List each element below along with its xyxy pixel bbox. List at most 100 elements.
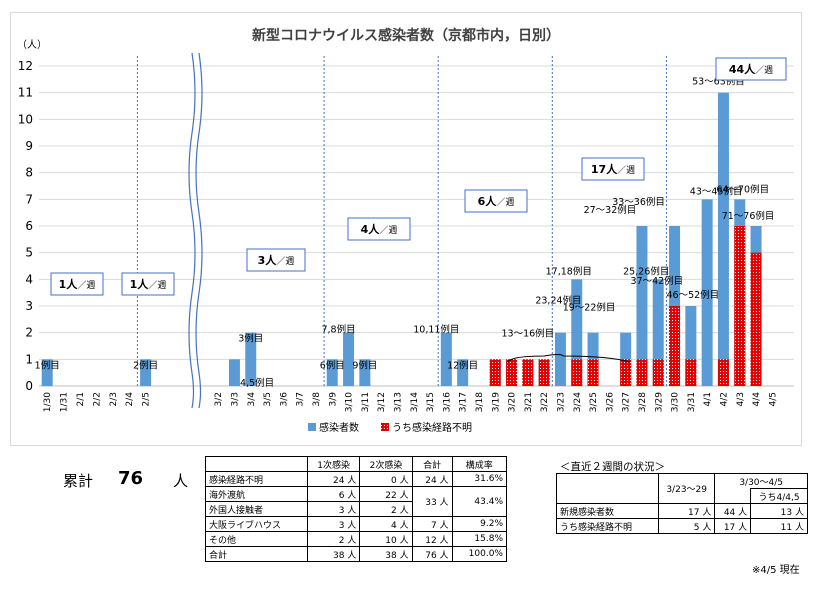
week-box bbox=[50, 272, 104, 296]
row-label: その他 bbox=[205, 531, 308, 547]
case-annotation: 12例目 bbox=[447, 359, 478, 371]
case-annotation: 19～22例目 bbox=[563, 302, 616, 314]
annotation-bracket bbox=[507, 354, 630, 363]
case-annotation: 46～52例目 bbox=[667, 289, 720, 301]
cumulative-value: 76 bbox=[118, 468, 144, 489]
header-cell: 2次感染 bbox=[359, 456, 413, 472]
x-tick-label: 2/4 bbox=[125, 392, 135, 407]
x-tick-label: 3/22 bbox=[540, 392, 550, 412]
row-label: 感染経路不明 bbox=[205, 471, 308, 487]
header-cell: 構成率 bbox=[451, 456, 508, 472]
x-tick-label: 3/31 bbox=[687, 392, 697, 412]
header-cell bbox=[556, 473, 659, 504]
week-box bbox=[464, 189, 528, 213]
case-annotation: 27～32例目 bbox=[584, 204, 637, 216]
x-tick-label: 4/4 bbox=[752, 392, 762, 407]
bar-total bbox=[41, 359, 53, 386]
x-tick-label: 3/30 bbox=[671, 392, 681, 412]
x-tick-label: 3/26 bbox=[605, 392, 615, 412]
header-cell: 合計 bbox=[411, 456, 453, 472]
total-cell: 24 人 bbox=[411, 471, 453, 487]
week-count: 44人／週 bbox=[729, 62, 773, 76]
row-label: 大阪ライブハウス bbox=[205, 516, 308, 532]
header-cell: 3/30～4/5 bbox=[714, 473, 808, 489]
y-tick-label: 8 bbox=[25, 166, 33, 180]
case-annotation: 71～76例目 bbox=[722, 210, 775, 222]
y-tick-label: 2 bbox=[25, 326, 33, 340]
week-unit: ／週 bbox=[755, 65, 773, 76]
y-tick-label: 5 bbox=[25, 246, 33, 260]
header-cell: うち4/4,5 bbox=[750, 488, 808, 504]
row-label: 合計 bbox=[205, 546, 308, 562]
x-tick-label: 3/16 bbox=[442, 392, 452, 412]
first-infection-cell: 24 人 bbox=[306, 471, 361, 487]
x-tick-label: 4/3 bbox=[736, 392, 746, 406]
as-of-note: ※4/5 現在 bbox=[752, 565, 800, 576]
case-annotation: 2例目 bbox=[133, 359, 158, 371]
week-count: 1人／週 bbox=[130, 277, 167, 291]
y-tick-label: 0 bbox=[25, 379, 33, 393]
table-row: 外国人接触者 3 人 2 人 bbox=[205, 501, 507, 517]
case-annotation: 43～45例目 bbox=[690, 185, 743, 197]
week-a-cell: 17 人 bbox=[657, 503, 716, 519]
bar-unknown-route bbox=[734, 226, 746, 386]
case-annotation: 4,5例目 bbox=[240, 377, 274, 389]
table-row: 新規感染者数 17 人 44 人 13 人 bbox=[556, 503, 808, 519]
table-row: その他 2 人 10 人 12 人 15.8% bbox=[205, 531, 508, 547]
ratio-cell: 9.2% bbox=[451, 516, 508, 532]
y-tick-label: 10 bbox=[18, 112, 33, 126]
x-tick-label: 1/31 bbox=[60, 392, 70, 412]
bar-unknown-route bbox=[489, 359, 501, 386]
bar-unknown-route bbox=[587, 359, 599, 386]
first-infection-cell: 2 人 bbox=[306, 531, 361, 547]
second-infection-cell: 4 人 bbox=[359, 516, 413, 532]
x-tick-label: 3/23 bbox=[556, 392, 566, 412]
y-tick-label: 3 bbox=[25, 299, 33, 313]
week-box bbox=[581, 157, 645, 181]
y-tick-label: 12 bbox=[18, 59, 33, 73]
table-row: 感染経路不明 24 人 0 人 24 人 31.6% bbox=[205, 471, 508, 487]
header-cell bbox=[205, 456, 308, 472]
week-count: 4人／週 bbox=[361, 222, 398, 236]
second-infection-cell: 38 人 bbox=[359, 546, 413, 562]
bar-unknown-route bbox=[652, 359, 664, 386]
case-annotation: 33～36例目 bbox=[612, 196, 665, 208]
total-cell: 76 人 bbox=[411, 546, 453, 562]
chart-title: 新型コロナウイルス感染者数（京都市内，日別） bbox=[252, 27, 560, 44]
bar-chart: 新型コロナウイルス感染者数（京都市内，日別） （人） 1/30 1/31 2/1 2/… bbox=[17, 27, 794, 434]
table-row: うち感染経路不明 5 人 17 人 11 人 bbox=[556, 518, 808, 534]
total-cell: 33 人 bbox=[411, 486, 453, 517]
x-tick-label: 3/8 bbox=[312, 392, 322, 407]
y-tick-label: 7 bbox=[25, 192, 33, 206]
bar-total bbox=[245, 332, 257, 386]
x-tick-label: 1/30 bbox=[43, 392, 53, 412]
bar-unknown-route bbox=[750, 252, 762, 386]
table-row: 合計 38 人 38 人 76 人 100.0% bbox=[205, 546, 508, 562]
cumulative-unit: 人 bbox=[173, 472, 189, 490]
bar-total bbox=[620, 332, 632, 386]
break-line bbox=[195, 52, 203, 409]
first-infection-cell: 38 人 bbox=[306, 546, 361, 562]
x-tick-label: 3/19 bbox=[491, 392, 501, 412]
bar-total bbox=[359, 359, 371, 386]
x-tick-label: 3/27 bbox=[622, 392, 632, 412]
week-box bbox=[246, 248, 306, 272]
bar-unknown-route bbox=[636, 359, 648, 386]
week-unit: ／週 bbox=[379, 225, 397, 236]
bar-total bbox=[587, 332, 599, 386]
breakdown-table: 1次感染 2次感染 合計 構成率 感染経路不明 24 人 0 人 24 人 31… bbox=[205, 456, 508, 562]
case-annotation: 9例目 bbox=[352, 359, 377, 371]
y-axis-unit: （人） bbox=[17, 39, 47, 51]
case-annotation: 23,24例目 bbox=[535, 295, 581, 307]
week-unit: ／週 bbox=[148, 280, 166, 291]
case-annotation: 13～16例目 bbox=[502, 327, 555, 339]
legend-swatch-total bbox=[308, 423, 316, 431]
week-count: 1人／週 bbox=[59, 277, 96, 291]
bar-unknown-route bbox=[571, 359, 583, 386]
week-b-sub-cell: 13 人 bbox=[750, 503, 808, 519]
bar-total bbox=[636, 226, 648, 386]
second-infection-cell: 22 人 bbox=[359, 486, 413, 502]
case-annotation: 17,18例目 bbox=[546, 265, 592, 277]
recent-two-weeks-table: 3/23～29 3/30～4/5 うち4/4,5 新規感染者数 17 人 44 … bbox=[556, 473, 808, 534]
axis-break-mark bbox=[188, 52, 203, 409]
